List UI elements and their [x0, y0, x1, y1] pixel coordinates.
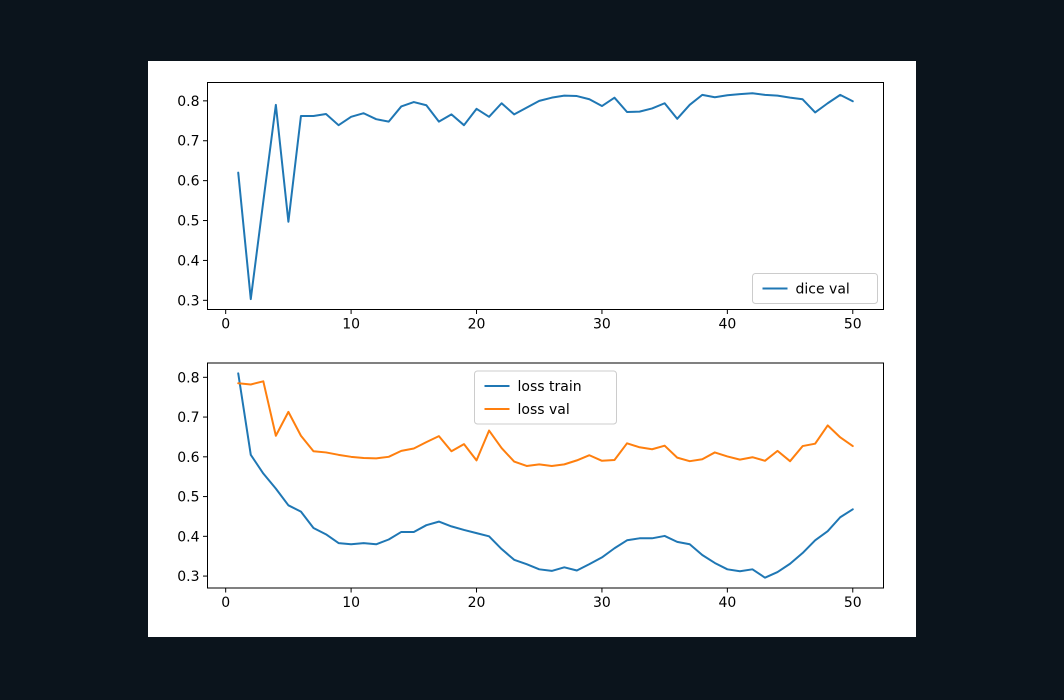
y-tick-label: 0.6 [177, 174, 199, 190]
y-tick-label: 0.3 [177, 293, 199, 309]
dice-val-subplot: 0 10 20 30 40 50 0.3 0.4 0.5 0.6 0.7 0.8 dice val [177, 82, 884, 333]
legend: loss train loss val [474, 370, 617, 425]
y-tick-label: 0.6 [177, 450, 199, 466]
x-tick-label: 40 [718, 317, 736, 333]
matplotlib-figure: 0 10 20 30 40 50 0.3 0.4 0.5 0.6 0.7 0.8 dice val 0 10… [148, 61, 916, 637]
x-tick-label: 50 [844, 317, 862, 333]
legend: dice val [752, 273, 878, 304]
y-tick-label: 0.7 [177, 410, 199, 426]
legend-box [474, 370, 617, 425]
legend-label-loss-val: loss val [518, 402, 570, 418]
x-tick-label: 30 [593, 595, 611, 611]
x-tick-label: 0 [221, 317, 230, 333]
x-tick-label: 0 [221, 595, 230, 611]
y-tick-label: 0.3 [177, 569, 199, 585]
x-tick-label: 20 [468, 317, 486, 333]
legend-label-dice-val: dice val [796, 282, 850, 298]
legend-label-loss-train: loss train [518, 379, 582, 395]
y-tick-label: 0.5 [177, 490, 199, 506]
x-tick-label: 50 [844, 595, 862, 611]
y-tick-label: 0.4 [177, 529, 199, 545]
axes-frame [207, 82, 884, 310]
y-tick-label: 0.8 [177, 94, 199, 110]
x-tick-label: 40 [718, 595, 736, 611]
y-tick-label: 0.4 [177, 253, 199, 269]
x-tick-label: 10 [342, 595, 360, 611]
y-tick-label: 0.8 [177, 370, 199, 386]
y-tick-label: 0.7 [177, 134, 199, 150]
x-tick-label: 30 [593, 317, 611, 333]
x-tick-label: 10 [342, 317, 360, 333]
series-line-loss-train [237, 372, 854, 579]
series-line-dice-val [237, 92, 854, 301]
series-line-loss-val [237, 380, 854, 467]
legend-box [752, 273, 878, 304]
y-tick-label: 0.5 [177, 214, 199, 230]
x-tick-label: 20 [468, 595, 486, 611]
charts-canvas: 0 10 20 30 40 50 0.3 0.4 0.5 0.6 0.7 0.8 dice val 0 10… [177, 82, 884, 611]
axes-frame [207, 362, 884, 589]
